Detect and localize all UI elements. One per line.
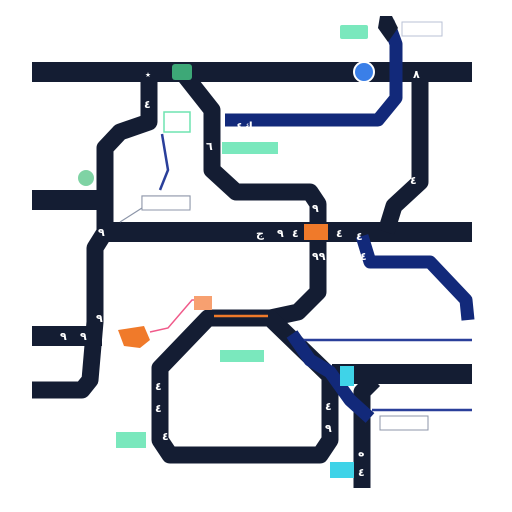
green-marker-icon[interactable] — [172, 64, 192, 80]
station-chip-lower-right — [379, 415, 429, 431]
route-glyph: ٤ — [155, 380, 162, 393]
teal-label-mid — [340, 366, 354, 386]
route-right-vertical[interactable] — [377, 72, 429, 235]
route-glyph: ٩٩ — [312, 250, 326, 263]
route-glyph: ٤ — [155, 402, 162, 415]
route-glyph: ٩ — [98, 226, 105, 239]
route-glyph: ٦ — [206, 140, 213, 153]
route-glyph: ه — [358, 446, 365, 459]
route-glyph: ج — [256, 227, 264, 241]
route-glyph: ٩ — [96, 312, 103, 325]
route-left-upper[interactable] — [32, 72, 158, 399]
route-glyph: ٩ — [312, 202, 319, 215]
route-glyph: ٤ — [410, 174, 417, 187]
route-glyph: ٤ — [336, 227, 343, 240]
tree-icon[interactable] — [78, 170, 94, 186]
route-left-stub-2[interactable] — [32, 326, 102, 346]
route-glyph: ٤ — [360, 250, 367, 263]
route-glyph: ٩ — [80, 330, 87, 343]
route-blue-wave[interactable] — [286, 330, 375, 423]
route-glyph: ٩ — [60, 330, 67, 343]
route-middle-band[interactable] — [105, 222, 472, 242]
station-chip-left-mid — [141, 195, 191, 211]
teal-label-bottom — [330, 462, 354, 478]
orange-flame-icon[interactable] — [118, 326, 150, 348]
route-thin-3[interactable] — [158, 133, 170, 191]
route-glyph: ٭ — [145, 68, 151, 81]
station-chip-right — [346, 156, 382, 170]
route-glyph: ٤ — [356, 230, 363, 243]
route-glyph: ك٤ — [236, 120, 253, 133]
orange-square-icon[interactable] — [304, 224, 328, 240]
route-lower-right-vertical[interactable] — [353, 373, 381, 488]
route-glyph: ٨ — [413, 68, 420, 81]
pin-marker-icon[interactable] — [378, 16, 398, 42]
green-label-strip-1 — [222, 142, 278, 154]
route-glyph: ٤ — [292, 227, 299, 240]
orange-label-chip — [194, 296, 212, 310]
route-glyph: ٤ — [144, 98, 151, 111]
green-label-strip-2 — [220, 350, 264, 362]
route-glyph: ٩ — [277, 227, 284, 240]
blue-circle-icon[interactable] — [353, 61, 375, 83]
route-glyph: ٤ — [162, 430, 169, 443]
route-glyph: ٤ — [358, 466, 365, 479]
route-top-band[interactable] — [32, 62, 472, 82]
route-glyph: ٩ — [325, 422, 332, 435]
station-chip-top — [401, 21, 443, 37]
route-left-stub-1[interactable] — [32, 190, 102, 210]
route-diagonal-top[interactable] — [175, 66, 327, 327]
green-label-bottom-left — [116, 432, 146, 448]
route-octagon-loop[interactable] — [151, 309, 339, 464]
route-glyph: ٤ — [325, 400, 332, 413]
route-blue-upper[interactable] — [225, 19, 403, 127]
route-blue-right[interactable] — [355, 234, 475, 321]
green-label-top — [340, 25, 368, 39]
station-chip-green-left — [163, 111, 191, 133]
